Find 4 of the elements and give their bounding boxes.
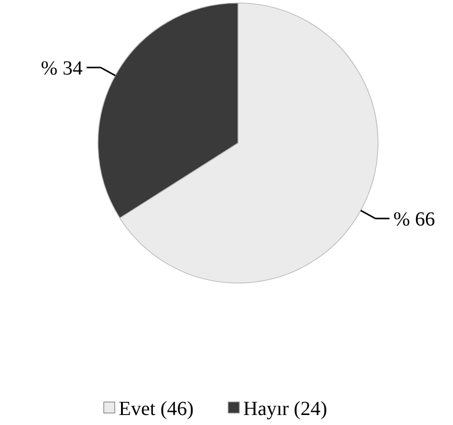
- data-label: % 66: [393, 208, 436, 231]
- data-label: % 34: [40, 57, 83, 80]
- legend-label: Hayır (24): [243, 398, 328, 420]
- legend-label: Evet (46): [118, 398, 194, 420]
